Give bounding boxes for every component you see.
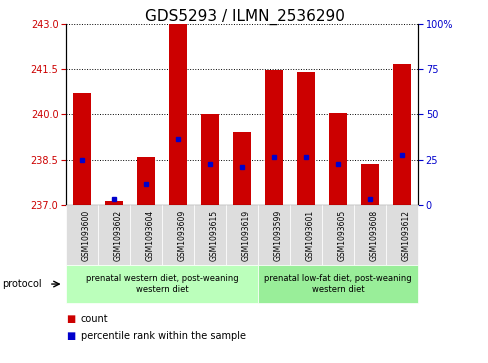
Bar — [137, 157, 155, 205]
Bar — [361, 164, 378, 205]
Text: percentile rank within the sample: percentile rank within the sample — [81, 331, 245, 341]
Bar — [297, 72, 314, 205]
Text: ■: ■ — [66, 331, 75, 341]
Text: GDS5293 / ILMN_2536290: GDS5293 / ILMN_2536290 — [144, 9, 344, 25]
Text: GSM1093609: GSM1093609 — [178, 209, 186, 261]
Bar — [233, 132, 250, 205]
Text: GSM1093602: GSM1093602 — [114, 209, 123, 261]
Text: GSM1093599: GSM1093599 — [273, 209, 283, 261]
Text: prenatal low-fat diet, post-weaning
western diet: prenatal low-fat diet, post-weaning west… — [264, 274, 411, 294]
Text: prenatal western diet, post-weaning
western diet: prenatal western diet, post-weaning west… — [85, 274, 238, 294]
Text: GSM1093601: GSM1093601 — [305, 209, 314, 261]
Bar — [328, 113, 346, 205]
Text: ■: ■ — [66, 314, 75, 325]
Bar — [169, 24, 186, 205]
Bar — [392, 65, 410, 205]
Bar — [73, 93, 91, 205]
Bar — [264, 70, 282, 205]
Text: count: count — [81, 314, 108, 325]
Text: GSM1093605: GSM1093605 — [337, 209, 346, 261]
Text: GSM1093604: GSM1093604 — [146, 209, 155, 261]
Text: protocol: protocol — [2, 279, 42, 289]
Text: GSM1093615: GSM1093615 — [210, 209, 219, 261]
Text: GSM1093619: GSM1093619 — [242, 209, 250, 261]
Text: GSM1093608: GSM1093608 — [369, 209, 378, 261]
Bar — [201, 114, 219, 205]
Text: GSM1093600: GSM1093600 — [82, 209, 91, 261]
Text: GSM1093612: GSM1093612 — [401, 209, 410, 261]
Bar — [105, 201, 122, 205]
